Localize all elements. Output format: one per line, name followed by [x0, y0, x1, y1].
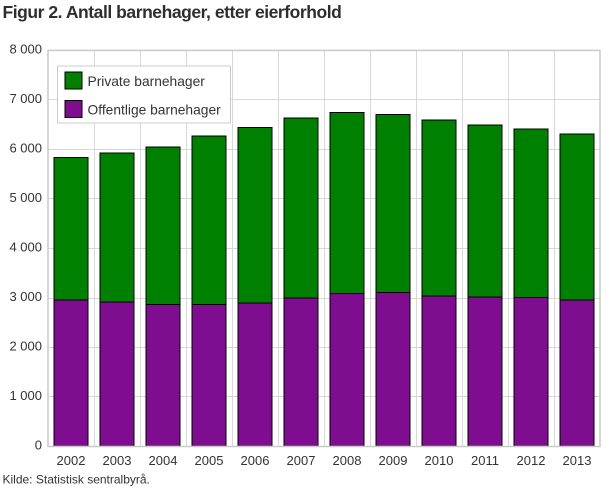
svg-text:Figur 2. Antall barnehager, et: Figur 2. Antall barnehager, etter eierfo… — [3, 2, 342, 22]
svg-text:8 000: 8 000 — [9, 42, 42, 57]
svg-text:3 000: 3 000 — [9, 289, 42, 304]
svg-text:2007: 2007 — [287, 453, 316, 468]
svg-text:2012: 2012 — [517, 453, 546, 468]
svg-text:2004: 2004 — [149, 453, 178, 468]
svg-text:Kilde: Statistisk sentralbyrå.: Kilde: Statistisk sentralbyrå. — [3, 473, 150, 487]
svg-text:4 000: 4 000 — [9, 240, 42, 255]
svg-text:Private barnehager: Private barnehager — [88, 74, 206, 89]
svg-text:2008: 2008 — [333, 453, 362, 468]
svg-text:7 000: 7 000 — [9, 91, 42, 106]
svg-text:Offentlige barnehager: Offentlige barnehager — [88, 103, 222, 118]
svg-text:2010: 2010 — [425, 453, 454, 468]
svg-text:2 000: 2 000 — [9, 339, 42, 354]
svg-text:2009: 2009 — [379, 453, 408, 468]
svg-text:1 000: 1 000 — [9, 388, 42, 403]
svg-text:2006: 2006 — [241, 453, 270, 468]
svg-text:6 000: 6 000 — [9, 141, 42, 156]
svg-text:2011: 2011 — [471, 453, 499, 468]
svg-text:0: 0 — [35, 438, 42, 453]
svg-text:2002: 2002 — [57, 453, 86, 468]
svg-text:5 000: 5 000 — [9, 190, 42, 205]
svg-text:2005: 2005 — [195, 453, 224, 468]
svg-text:2003: 2003 — [103, 453, 132, 468]
svg-text:2013: 2013 — [563, 453, 592, 468]
